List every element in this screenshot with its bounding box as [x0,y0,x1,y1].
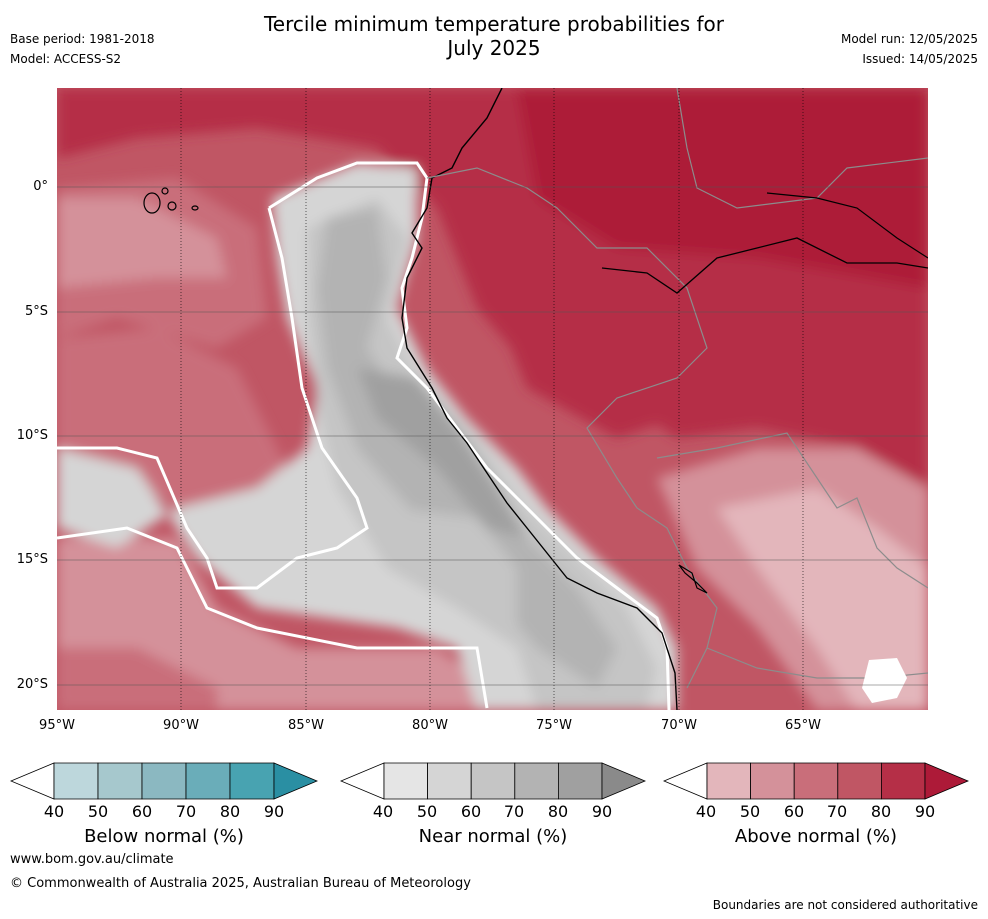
tick-label: 80 [219,802,241,821]
colorbar-near-svg [339,762,647,800]
white-patch [862,658,907,703]
colorbar-near [339,762,647,800]
galapagos-islands [143,187,199,214]
colorbar-swatch [383,762,428,800]
website-link[interactable]: www.bom.gov.au/climate [10,852,174,867]
colorbar-swatch [837,762,882,800]
near-normal-contour-west [57,207,369,590]
tick-label: 70 [826,802,848,821]
colorbar-swatch [427,762,472,800]
colorbar-swatch [470,762,516,800]
colorbar-min-extend [662,762,708,800]
title-line-2: July 2025 [447,36,541,60]
colorbar-swatch [881,762,926,800]
tick-label: 60 [131,802,153,821]
colorbar-swatch [229,762,275,800]
country-boundary-north [676,88,928,209]
colorbar-swatch [793,762,839,800]
lake-titicaca [678,564,708,594]
lat-label: 0° [33,179,48,194]
lon-label: 80°W [412,718,448,733]
meta-left: Base period: 1981-2018 Model: ACCESS-S2 [10,29,155,69]
tick-label: 70 [503,802,525,821]
lat-label: 10°S [16,428,48,443]
model-name: Model: ACCESS-S2 [10,52,122,66]
lon-label: 70°W [661,718,697,733]
map-canvas [57,88,928,710]
colorbar-max-extend [601,762,647,800]
copyright: © Commonwealth of Australia 2025, Austra… [10,876,471,891]
tick-label: 40 [695,802,717,821]
tick-label: 80 [870,802,892,821]
tick-label: 60 [460,802,482,821]
lat-label: 5°S [24,304,48,319]
colorbar-min-extend [339,762,385,800]
near-normal-contour-south [57,526,489,709]
colorbar-swatch [53,762,99,800]
colorbar-max-extend [924,762,970,800]
colorbar-swatch [750,762,795,800]
colorbar-below-svg [9,762,319,800]
meta-right: Model run: 12/05/2025 Issued: 14/05/2025 [841,29,978,69]
boundary-disclaimer: Boundaries are not considered authoritat… [712,898,978,912]
lon-label: 85°W [288,718,324,733]
colorbar-near-label: Near normal (%) [418,826,568,847]
map-title: Tercile minimum temperature probabilitie… [0,12,988,60]
lon-label: 95°W [39,718,75,733]
colorbar-swatch [97,762,143,800]
colorbar-swatch [141,762,187,800]
colorbar-near-ticks: 40 50 60 70 80 90 [340,802,646,822]
issued-date: Issued: 14/05/2025 [862,52,978,66]
lon-label: 90°W [163,718,199,733]
amazon-river [601,237,928,294]
colorbar-swatch [514,762,559,800]
colorbar-below-label: Below normal (%) [84,826,244,847]
tick-label: 50 [416,802,438,821]
colorbar-above-label: Above normal (%) [734,826,898,847]
model-run: Model run: 12/05/2025 [840,32,978,46]
river-north [766,192,928,259]
title-line-1: Tercile minimum temperature probabilitie… [263,12,725,36]
tick-label: 60 [783,802,805,821]
tick-label: 40 [43,802,65,821]
colorbar-above-svg [662,762,970,800]
tick-label: 90 [914,802,936,821]
tick-label: 70 [175,802,197,821]
tick-label: 80 [547,802,569,821]
tick-label: 90 [263,802,285,821]
tick-label: 50 [739,802,761,821]
colorbar-swatch [706,762,751,800]
lat-label: 20°S [16,677,48,692]
graticule-lat [57,186,928,686]
colorbar-above-ticks: 40 50 60 70 80 90 [663,802,969,822]
colorbar-below-ticks: 40 50 60 70 80 90 [10,802,318,822]
tick-label: 50 [87,802,109,821]
colorbar-max-extend [273,762,319,800]
lat-label: 15°S [16,552,48,567]
colorbar-below [9,762,319,800]
tick-label: 90 [591,802,613,821]
probability-map [57,88,928,710]
tick-label: 40 [372,802,394,821]
lon-label: 75°W [536,718,572,733]
colorbar-above [662,762,970,800]
country-boundary-east [656,432,928,589]
colorbar-swatch [185,762,231,800]
base-period: Base period: 1981-2018 [10,32,155,46]
near-normal-contour [268,161,671,710]
colorbar-swatch [558,762,603,800]
lon-label: 65°W [785,718,821,733]
colorbar-min-extend [9,762,55,800]
